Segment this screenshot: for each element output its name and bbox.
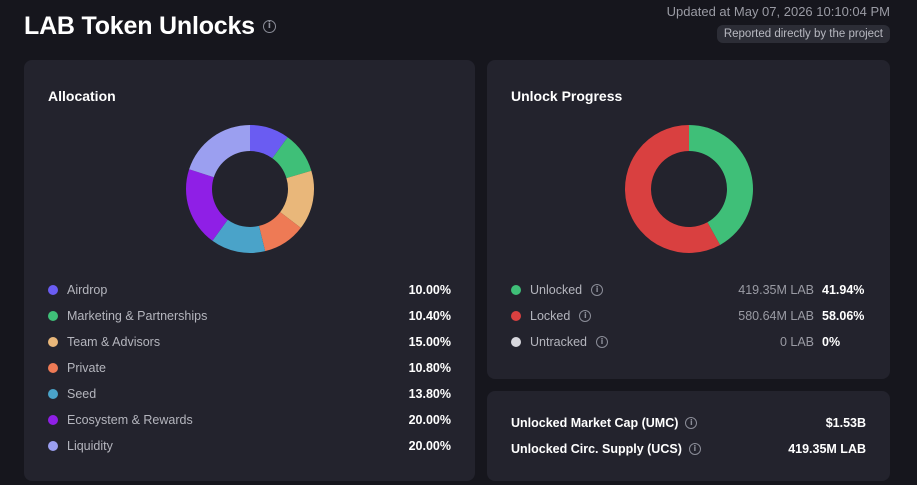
unlock-label: Locked <box>530 309 571 323</box>
unlocked-stats: Unlocked Market Cap (UMC) i $1.53B Unloc… <box>511 410 866 462</box>
unlock-slice-locked[interactable] <box>625 125 721 253</box>
info-icon[interactable]: i <box>685 417 698 429</box>
legend-dot <box>48 441 58 451</box>
legend-dot <box>511 285 521 295</box>
allocation-legend-item[interactable]: Liquidity 20.00% <box>48 433 451 459</box>
legend-dot <box>48 389 58 399</box>
legend-dot <box>48 311 58 321</box>
allocation-card: Allocation Airdrop 10.00% Marketing & Part… <box>24 60 475 481</box>
umc-row: Unlocked Market Cap (UMC) i $1.53B <box>511 410 866 436</box>
allocation-percent: 20.00% <box>408 439 451 453</box>
allocation-slice-airdrop[interactable] <box>250 125 288 159</box>
unlock-amount: 0 LAB <box>779 335 814 349</box>
allocation-title: Allocation <box>48 88 116 104</box>
allocation-slice-marketing-partnerships[interactable] <box>272 137 312 179</box>
allocation-legend-item[interactable]: Private 10.80% <box>48 355 451 381</box>
allocation-legend-item[interactable]: Ecosystem & Rewards 20.00% <box>48 407 451 433</box>
allocation-percent: 10.40% <box>408 309 451 323</box>
header-meta: Updated at May 07, 2026 10:10:04 PM Repo… <box>667 4 890 43</box>
allocation-slice-private[interactable] <box>258 212 301 252</box>
allocation-label: Seed <box>67 387 97 401</box>
allocation-label: Ecosystem & Rewards <box>67 413 193 427</box>
source-badge: Reported directly by the project <box>716 25 890 43</box>
allocation-percent: 13.80% <box>408 387 451 401</box>
allocation-label: Airdrop <box>67 283 108 297</box>
page-header: LAB Token Unlocks i <box>24 12 276 41</box>
allocation-slice-team-advisors[interactable] <box>280 170 314 228</box>
unlock-legend: Unlocked i 419.35M LAB 41.94% Locked i 580.64M… <box>511 277 866 355</box>
info-icon[interactable]: i <box>688 443 701 455</box>
allocation-slice-ecosystem-rewards[interactable] <box>186 169 228 241</box>
unlock-percent: 58.06% <box>822 309 865 323</box>
allocation-label: Liquidity <box>67 439 113 453</box>
allocation-label: Private <box>67 361 106 375</box>
ucs-label: Unlocked Circ. Supply (UCS) <box>511 442 682 456</box>
legend-dot <box>48 363 58 373</box>
allocation-legend-item[interactable]: Airdrop 10.00% <box>48 277 451 303</box>
unlock-slice-unlocked[interactable] <box>689 125 753 245</box>
unlock-amount: 580.64M LAB <box>738 309 814 323</box>
unlock-progress-card: Unlock Progress Unlocked i 419.35M LAB 41.9… <box>487 60 890 379</box>
ucs-row: Unlocked Circ. Supply (UCS) i 419.35M LA… <box>511 436 866 462</box>
unlock-legend-item[interactable]: Untracked i 0 LAB 0% <box>511 329 866 355</box>
info-icon[interactable]: i <box>595 336 608 348</box>
allocation-donut-chart <box>186 125 314 253</box>
unlock-legend-item[interactable]: Locked i 580.64M LAB 58.06% <box>511 303 866 329</box>
legend-dot <box>48 285 58 295</box>
info-icon[interactable]: i <box>591 284 604 296</box>
unlock-label: Unlocked <box>530 283 583 297</box>
allocation-slice-seed[interactable] <box>212 219 266 253</box>
unlock-percent: 41.94% <box>822 283 865 297</box>
info-icon[interactable]: i <box>579 310 592 322</box>
umc-value: $1.53B <box>825 416 866 430</box>
legend-dot <box>511 311 521 321</box>
umc-label: Unlocked Market Cap (UMC) <box>511 416 679 430</box>
unlock-donut-chart <box>625 125 753 253</box>
legend-dot <box>48 415 58 425</box>
allocation-percent: 10.80% <box>408 361 451 375</box>
unlock-legend-item[interactable]: Unlocked i 419.35M LAB 41.94% <box>511 277 866 303</box>
allocation-percent: 15.00% <box>408 335 451 349</box>
info-icon[interactable]: i <box>262 20 276 33</box>
unlock-percent: 0% <box>822 335 841 349</box>
unlocked-stats-card: Unlocked Market Cap (UMC) i $1.53B Unloc… <box>487 391 890 481</box>
unlock-progress-title: Unlock Progress <box>511 88 623 104</box>
unlock-amount: 419.35M LAB <box>738 283 814 297</box>
ucs-value: 419.35M LAB <box>788 442 866 456</box>
allocation-percent: 20.00% <box>408 413 451 427</box>
allocation-label: Team & Advisors <box>67 335 161 349</box>
allocation-legend: Airdrop 10.00% Marketing & Partnerships 10.… <box>48 277 451 459</box>
allocation-slice-liquidity[interactable] <box>189 125 250 178</box>
allocation-legend-item[interactable]: Team & Advisors 15.00% <box>48 329 451 355</box>
allocation-legend-item[interactable]: Marketing & Partnerships 10.40% <box>48 303 451 329</box>
legend-dot <box>48 337 58 347</box>
allocation-label: Marketing & Partnerships <box>67 309 208 323</box>
page-title: LAB Token Unlocks <box>24 12 255 40</box>
allocation-percent: 10.00% <box>408 283 451 297</box>
legend-dot <box>511 337 521 347</box>
updated-timestamp: Updated at May 07, 2026 10:10:04 PM <box>666 4 890 19</box>
allocation-legend-item[interactable]: Seed 13.80% <box>48 381 451 407</box>
unlock-label: Untracked <box>530 335 587 349</box>
